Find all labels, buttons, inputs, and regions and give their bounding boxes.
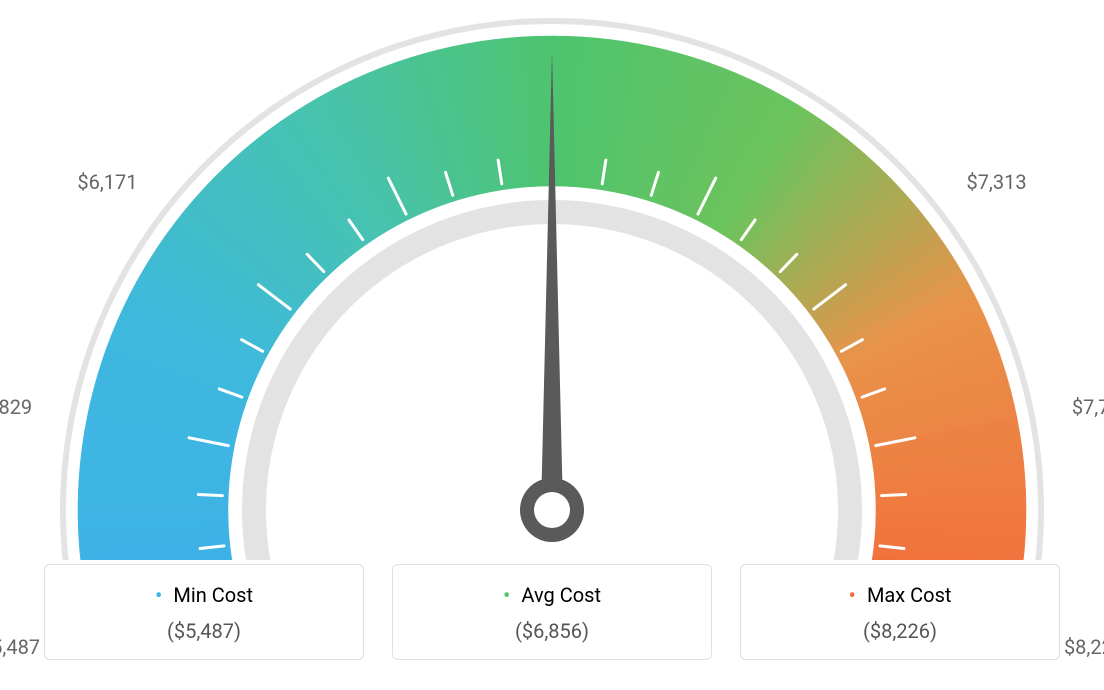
legend-label: Max Cost bbox=[867, 583, 952, 607]
legend-card-avg: • Avg Cost ($6,856) bbox=[392, 564, 712, 660]
legend-label: Min Cost bbox=[173, 583, 253, 607]
dot-icon: • bbox=[155, 584, 162, 609]
legend-title-max: • Max Cost bbox=[751, 583, 1049, 609]
legend-title-avg: • Avg Cost bbox=[403, 583, 701, 609]
legend-value-min: ($5,487) bbox=[55, 619, 353, 643]
legend-label: Avg Cost bbox=[521, 583, 601, 607]
gauge-tick-label: $6,171 bbox=[77, 171, 137, 195]
dot-icon: • bbox=[849, 584, 856, 609]
gauge-container: $5,487$5,829$6,171$6,856$7,313$7,770$8,2… bbox=[0, 0, 1104, 560]
legend-value-avg: ($6,856) bbox=[403, 619, 701, 643]
legend-card-max: • Max Cost ($8,226) bbox=[740, 564, 1060, 660]
gauge-tick-label: $7,770 bbox=[1072, 395, 1104, 419]
gauge-tick-label: $5,829 bbox=[0, 395, 32, 419]
gauge-tick-label: $7,313 bbox=[966, 171, 1026, 195]
legend-value-max: ($8,226) bbox=[751, 619, 1049, 643]
gauge-svg bbox=[0, 0, 1104, 560]
legend-title-min: • Min Cost bbox=[55, 583, 353, 609]
legend-card-min: • Min Cost ($5,487) bbox=[44, 564, 364, 660]
needle-hub-inner bbox=[534, 492, 570, 528]
dot-icon: • bbox=[503, 584, 510, 609]
legend-row: • Min Cost ($5,487) • Avg Cost ($6,856) … bbox=[0, 564, 1104, 660]
